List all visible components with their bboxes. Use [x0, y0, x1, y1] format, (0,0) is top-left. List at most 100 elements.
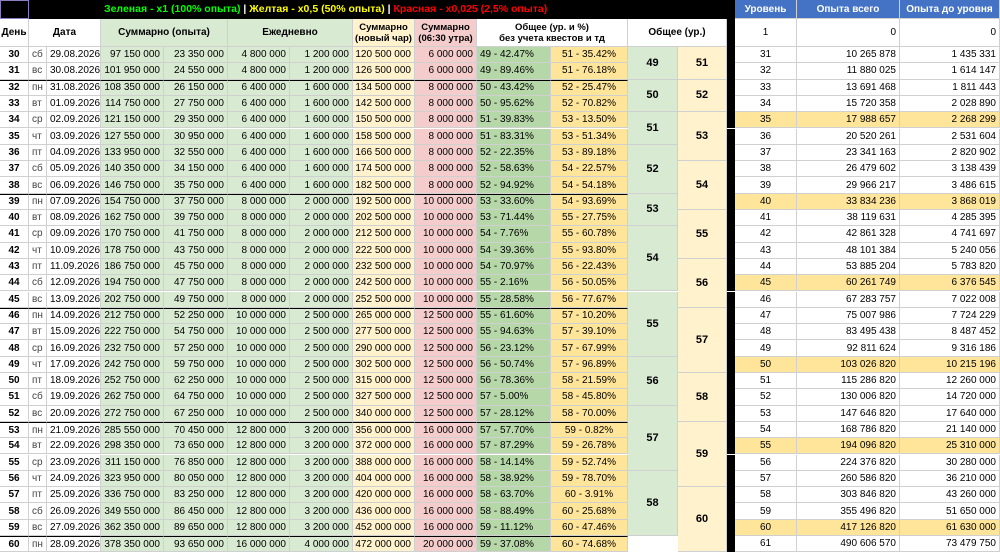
sum-new-cell[interactable]: 277 500 000 — [353, 324, 415, 341]
daily-yellow-cell[interactable]: 2 000 000 — [290, 275, 353, 292]
xp-to-level-cell[interactable]: 3 138 439 — [900, 161, 1000, 178]
daily-green-cell[interactable]: 6 400 000 — [228, 144, 290, 162]
summary-green-cell[interactable]: 146 750 000 — [101, 177, 164, 194]
overall-pct-green-cell[interactable]: 56 - 78.36% — [477, 373, 551, 390]
summary-yellow-cell[interactable]: 26 150 000 — [164, 79, 228, 96]
daily-yellow-cell[interactable]: 4 000 000 — [290, 536, 353, 552]
summary-green-cell[interactable]: 170 750 000 — [101, 226, 164, 243]
sum-new-cell[interactable]: 166 500 000 — [353, 144, 415, 162]
overall-pct-green-cell[interactable]: 49 - 89.46% — [477, 63, 551, 80]
overall-pct-green-cell[interactable]: 50 - 95.62% — [477, 95, 551, 113]
daily-green-cell[interactable]: 6 400 000 — [228, 95, 290, 113]
sum-0630-cell[interactable]: 16 000 000 — [415, 487, 477, 504]
date-cell[interactable]: 25.09.2026 — [47, 487, 101, 504]
dow-cell[interactable]: чт — [29, 242, 47, 259]
summary-green-cell[interactable]: 362 350 000 — [101, 519, 164, 536]
sum-0630-cell[interactable]: 6 000 000 — [415, 47, 477, 64]
level-cell[interactable]: 55 — [735, 438, 797, 455]
daily-green-cell[interactable]: 10 000 000 — [228, 340, 290, 357]
level-cell[interactable]: 61 — [735, 536, 797, 552]
date-cell[interactable]: 21.09.2026 — [47, 421, 101, 439]
xp-total-cell[interactable]: 83 495 438 — [797, 324, 900, 341]
sum-new-cell[interactable]: 472 000 000 — [353, 536, 415, 552]
date-cell[interactable]: 09.09.2026 — [47, 226, 101, 243]
summary-yellow-cell[interactable]: 93 650 000 — [164, 536, 228, 552]
sum-0630-cell[interactable]: 16 000 000 — [415, 438, 477, 455]
overall-level-yellow-cell[interactable]: 60 — [678, 487, 727, 552]
summary-yellow-cell[interactable]: 80 050 000 — [164, 470, 228, 488]
dow-cell[interactable]: вт — [29, 95, 47, 113]
day-cell[interactable]: 44 — [0, 275, 29, 292]
xp-to-level-cell[interactable]: 5 240 056 — [900, 242, 1000, 259]
sum-new-cell[interactable]: 315 000 000 — [353, 373, 415, 390]
date-cell[interactable]: 14.09.2026 — [47, 307, 101, 325]
dow-cell[interactable]: вт — [29, 324, 47, 341]
sum-new-cell[interactable]: 192 500 000 — [353, 193, 415, 210]
xp-total-cell[interactable]: 13 691 468 — [797, 79, 900, 96]
dow-cell[interactable]: вт — [29, 438, 47, 455]
daily-yellow-cell[interactable]: 2 500 000 — [290, 405, 353, 422]
day-cell[interactable]: 59 — [0, 519, 29, 536]
xp-to-level-cell[interactable]: 6 376 545 — [900, 275, 1000, 292]
xp-total-cell[interactable]: 38 119 631 — [797, 210, 900, 227]
daily-yellow-cell[interactable]: 1 600 000 — [290, 161, 353, 178]
day-cell[interactable]: 42 — [0, 242, 29, 259]
xp-total-cell[interactable]: 260 586 820 — [797, 470, 900, 488]
summary-green-cell[interactable]: 262 750 000 — [101, 389, 164, 406]
dow-cell[interactable]: сб — [29, 47, 47, 64]
xp-total-cell[interactable]: 53 885 204 — [797, 258, 900, 276]
summary-green-cell[interactable]: 121 150 000 — [101, 112, 164, 129]
daily-green-cell[interactable]: 8 000 000 — [228, 210, 290, 227]
level-cell[interactable]: 31 — [735, 47, 797, 64]
sum-new-cell[interactable]: 174 500 000 — [353, 161, 415, 178]
date-cell[interactable]: 22.09.2026 — [47, 438, 101, 455]
summary-green-cell[interactable]: 140 350 000 — [101, 161, 164, 178]
overall-pct-yellow-cell[interactable]: 56 - 77.67% — [551, 291, 628, 308]
daily-green-cell[interactable]: 10 000 000 — [228, 373, 290, 390]
sum-0630-cell[interactable]: 8 000 000 — [415, 144, 477, 162]
sum-new-cell[interactable]: 222 500 000 — [353, 242, 415, 259]
sum-new-cell[interactable]: 182 500 000 — [353, 177, 415, 194]
overall-pct-yellow-cell[interactable]: 53 - 89.18% — [551, 144, 628, 162]
summary-yellow-cell[interactable]: 23 350 000 — [164, 47, 228, 64]
daily-green-cell[interactable]: 12 800 000 — [228, 421, 290, 439]
dow-cell[interactable]: ср — [29, 340, 47, 357]
xp-total-cell[interactable]: 194 096 820 — [797, 438, 900, 455]
daily-green-cell[interactable]: 6 400 000 — [228, 161, 290, 178]
date-cell[interactable]: 07.09.2026 — [47, 193, 101, 210]
sum-0630-cell[interactable]: 20 000 000 — [415, 536, 477, 552]
sum-new-cell[interactable]: 150 500 000 — [353, 112, 415, 129]
date-cell[interactable]: 27.09.2026 — [47, 519, 101, 536]
daily-yellow-cell[interactable]: 1 600 000 — [290, 144, 353, 162]
daily-yellow-cell[interactable]: 3 200 000 — [290, 487, 353, 504]
summary-yellow-cell[interactable]: 39 750 000 — [164, 210, 228, 227]
level-cell[interactable]: 35 — [735, 112, 797, 129]
summary-green-cell[interactable]: 114 750 000 — [101, 95, 164, 113]
date-cell[interactable]: 04.09.2026 — [47, 144, 101, 162]
summary-green-cell[interactable]: 336 750 000 — [101, 487, 164, 504]
day-cell[interactable]: 48 — [0, 340, 29, 357]
header-day[interactable]: День — [0, 19, 29, 47]
overall-pct-yellow-cell[interactable]: 59 - 52.74% — [551, 454, 628, 471]
xp-to-level-cell[interactable]: 3 486 615 — [900, 177, 1000, 194]
date-cell[interactable]: 12.09.2026 — [47, 275, 101, 292]
sum-0630-cell[interactable]: 10 000 000 — [415, 226, 477, 243]
summary-green-cell[interactable]: 378 350 000 — [101, 536, 164, 552]
daily-yellow-cell[interactable]: 1 200 000 — [290, 47, 353, 64]
level-cell[interactable]: 42 — [735, 226, 797, 243]
level-cell[interactable]: 51 — [735, 373, 797, 390]
xp-to-level-cell[interactable]: 25 310 000 — [900, 438, 1000, 455]
overall-pct-green-cell[interactable]: 53 - 33.60% — [477, 193, 551, 210]
date-cell[interactable]: 30.08.2026 — [47, 63, 101, 80]
xp-to-level-cell[interactable]: 17 640 000 — [900, 405, 1000, 422]
daily-yellow-cell[interactable]: 1 600 000 — [290, 177, 353, 194]
xp-total-cell[interactable]: 303 846 820 — [797, 487, 900, 504]
level-cell[interactable]: 56 — [735, 454, 797, 471]
summary-green-cell[interactable]: 285 550 000 — [101, 421, 164, 439]
level-cell[interactable]: 53 — [735, 405, 797, 422]
xp-total-cell[interactable]: 20 520 261 — [797, 128, 900, 145]
xp-total-cell[interactable]: 168 786 820 — [797, 421, 900, 439]
date-cell[interactable]: 20.09.2026 — [47, 405, 101, 422]
xp-to-level-cell[interactable]: 7 724 229 — [900, 307, 1000, 325]
header-xp-to-level[interactable]: Опыта до уровня — [900, 0, 1000, 19]
